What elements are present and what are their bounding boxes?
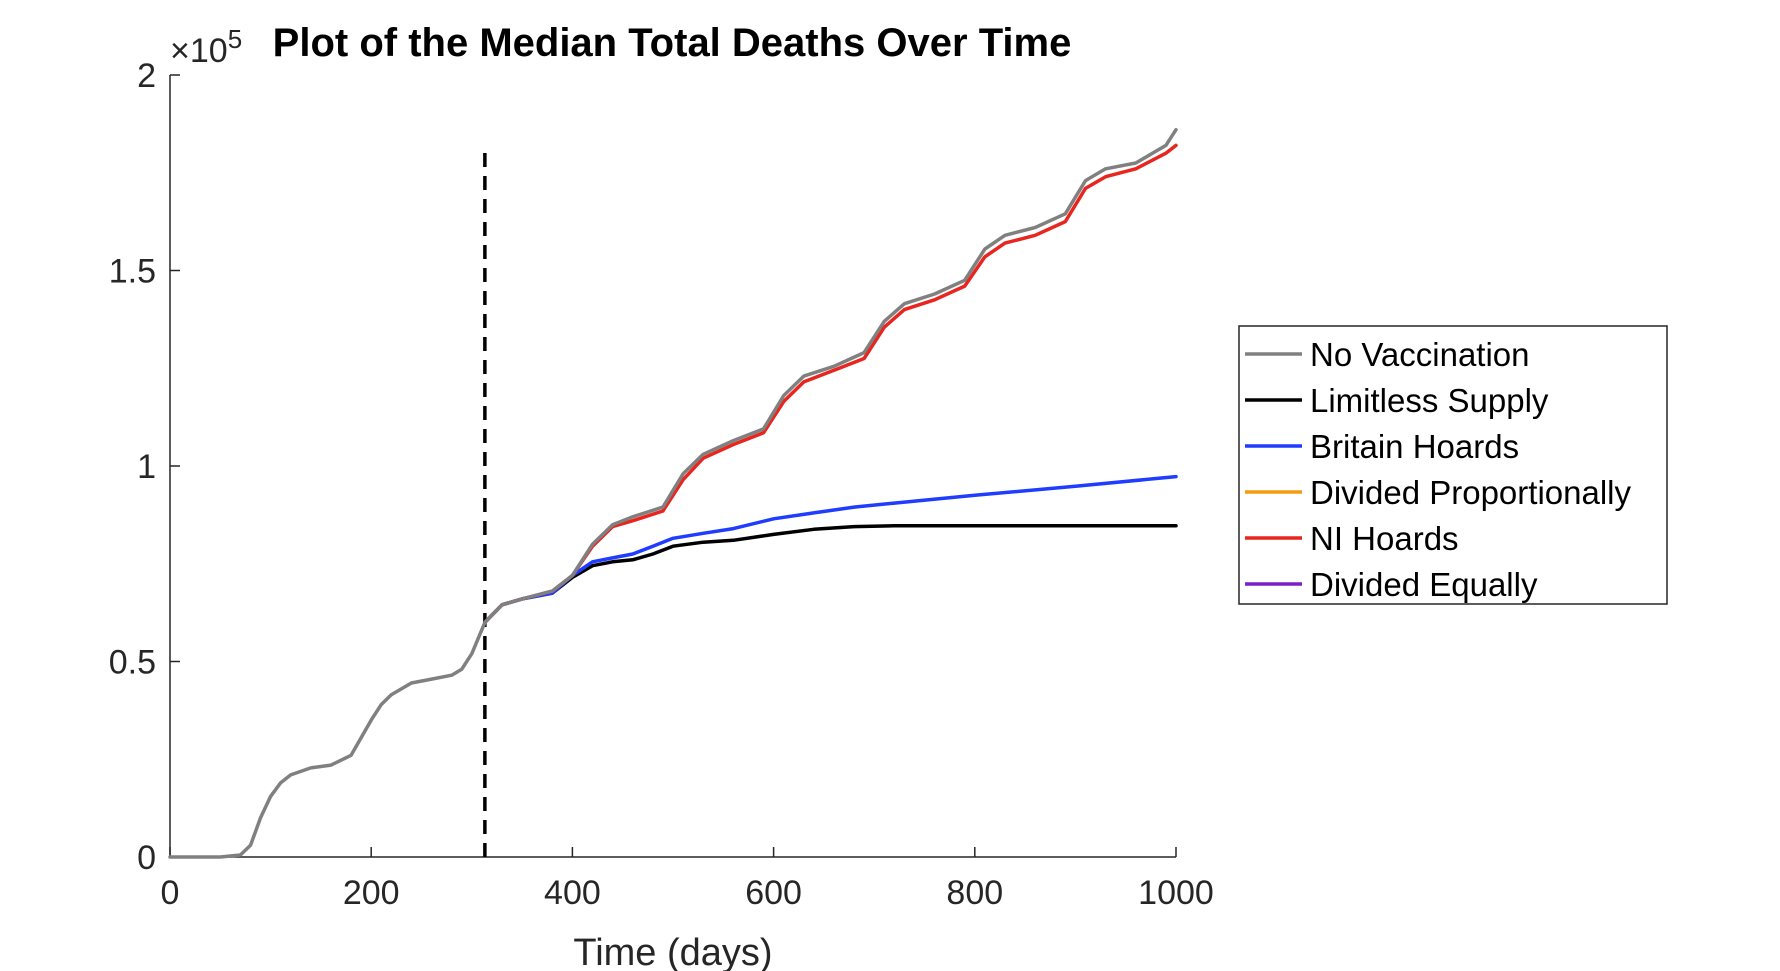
x-axis-label: Time (days) — [573, 932, 772, 971]
y-tick-label: 1.5 — [109, 253, 156, 291]
x-tick-label: 0 — [161, 874, 180, 912]
legend-label: Divided Equally — [1310, 566, 1538, 603]
x-tick-label: 600 — [745, 874, 802, 912]
legend-label: No Vaccination — [1310, 336, 1530, 373]
chart-title: Plot of the Median Total Deaths Over Tim… — [273, 21, 1072, 65]
x-tick-label: 200 — [343, 874, 400, 912]
legend: No Vaccination Limitless Supply Britain Ho… — [1238, 325, 1668, 605]
y-tick-label: 2 — [137, 57, 156, 95]
y-exponent-base: ×10 — [170, 32, 228, 70]
y-exponent-label: ×105 — [170, 24, 242, 70]
series-line-no-vaccination — [168, 127, 1178, 859]
y-tick-label: 0 — [137, 839, 156, 877]
series-line-britain-hoards — [483, 474, 1178, 625]
x-tick-label: 400 — [544, 874, 601, 912]
y-axis-ticks: 0 0.5 1 1.5 2 — [109, 57, 180, 877]
series-lines — [168, 127, 1178, 859]
y-tick-label: 1 — [137, 448, 156, 486]
legend-box — [1238, 325, 1668, 605]
legend-items: No Vaccination Limitless Supply Britain Ho… — [1245, 336, 1631, 603]
legend-label: NI Hoards — [1310, 520, 1459, 557]
x-axis-ticks: 0 200 400 600 800 1000 — [161, 847, 1214, 912]
legend-label: Limitless Supply — [1310, 382, 1549, 419]
legend-label: Britain Hoards — [1310, 428, 1519, 465]
legend-label: Divided Proportionally — [1310, 474, 1631, 511]
x-tick-label: 800 — [946, 874, 1003, 912]
y-exponent-power: 5 — [228, 24, 242, 54]
x-tick-label: 1000 — [1138, 874, 1214, 912]
axes — [169, 75, 1176, 858]
series-line-limitless-supply — [483, 524, 1178, 625]
y-tick-label: 0.5 — [109, 644, 156, 682]
